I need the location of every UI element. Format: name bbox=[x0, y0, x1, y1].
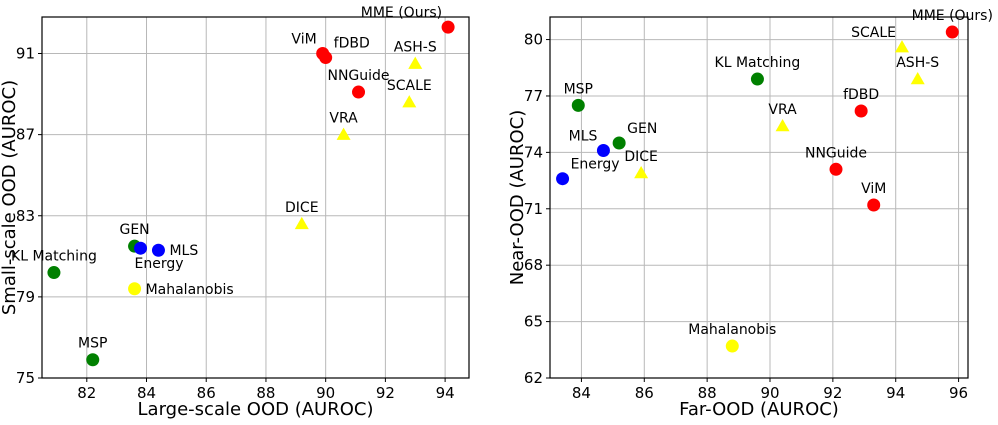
left-point-dice bbox=[294, 216, 309, 230]
right-point-scale bbox=[895, 40, 909, 53]
left-point-fdbd bbox=[319, 51, 333, 65]
right-y-tick-label: 65 bbox=[524, 313, 543, 331]
right-x-tick-label: 84 bbox=[572, 384, 591, 402]
right-point-label-fdbd: fDBD bbox=[843, 87, 879, 103]
left-point-mahalanobis bbox=[128, 282, 142, 296]
left-y-tick-label: 75 bbox=[16, 369, 35, 387]
right-point-label-dice: DICE bbox=[624, 149, 658, 165]
right-point-vim bbox=[867, 198, 881, 212]
left-y-tick-label: 91 bbox=[16, 45, 35, 63]
left-point-vra bbox=[336, 127, 351, 140]
right-y-tick-label: 71 bbox=[524, 200, 543, 218]
right-point-label-gen: GEN bbox=[627, 121, 657, 137]
right-plot-frame bbox=[549, 16, 969, 379]
left-point-label-msp: MSP bbox=[78, 336, 107, 352]
left-x-axis-label: Large-scale OOD (AUROC) bbox=[138, 399, 374, 420]
right-point-label-msp: MSP bbox=[564, 81, 593, 97]
left-x-tick-label: 86 bbox=[197, 384, 216, 402]
right-point-kl-matching bbox=[750, 72, 764, 86]
left-x-tick-label: 82 bbox=[77, 384, 96, 402]
right-x-tick-label: 86 bbox=[635, 384, 654, 402]
left-x-tick-label: 84 bbox=[137, 384, 156, 402]
left-y-axis-label: Small-scale OOD (AUROC) bbox=[0, 80, 20, 315]
right-point-energy bbox=[556, 172, 570, 186]
left-x-tick-label: 90 bbox=[316, 384, 335, 402]
left-x-tick-label: 92 bbox=[376, 384, 395, 402]
right-x-tick-label: 96 bbox=[949, 384, 968, 402]
right-point-mahalanobis bbox=[725, 339, 739, 353]
right-y-axis-label: Near-OOD (AUROC) bbox=[507, 110, 528, 286]
right-point-label-ash-s: ASH-S bbox=[896, 55, 939, 71]
right-point-nnguide bbox=[829, 162, 843, 176]
left-point-label-mls: MLS bbox=[169, 243, 198, 259]
left-point-mls bbox=[151, 243, 165, 257]
right-point-mls bbox=[596, 143, 610, 157]
left-y-tick-label: 83 bbox=[16, 207, 35, 225]
right-point-dice bbox=[634, 166, 649, 179]
right-y-tick-label: 80 bbox=[524, 31, 543, 49]
left-point-label-vim: ViM bbox=[291, 32, 316, 48]
right-point-mme-ours bbox=[945, 25, 959, 39]
left-point-label-ash-s: ASH-S bbox=[394, 40, 437, 56]
right-x-tick-label: 92 bbox=[823, 384, 842, 402]
left-point-nnguide bbox=[352, 85, 366, 99]
right-scatter-panel: 84 86 88 90 92 94 96 62 65 68 71 74 77 80 Far-OOD (AUR… bbox=[507, 8, 993, 420]
right-y-tick-label: 77 bbox=[524, 87, 543, 105]
right-y-tick-label: 62 bbox=[524, 369, 543, 387]
right-x-tick-label: 90 bbox=[760, 384, 779, 402]
left-point-label-scale: SCALE bbox=[387, 78, 432, 94]
right-point-ash-s bbox=[910, 72, 925, 85]
left-point-mme-ours bbox=[441, 20, 455, 34]
right-point-label-mme-ours: MME (Ours) bbox=[912, 8, 993, 24]
left-point-ash-s bbox=[408, 56, 423, 69]
right-y-tick-label: 68 bbox=[524, 256, 543, 274]
right-point-label-vra: VRA bbox=[768, 102, 797, 118]
left-y-tick-label: 79 bbox=[16, 288, 35, 306]
right-point-label-nnguide: NNGuide bbox=[805, 145, 867, 161]
left-point-label-mahalanobis: Mahalanobis bbox=[146, 282, 234, 298]
left-y-tick-label: 87 bbox=[16, 126, 35, 144]
right-point-fdbd bbox=[854, 104, 868, 118]
right-point-label-scale: SCALE bbox=[851, 25, 896, 41]
right-x-axis-label: Far-OOD (AUROC) bbox=[679, 399, 839, 420]
left-point-label-energy: Energy bbox=[135, 256, 184, 272]
right-point-label-energy: Energy bbox=[571, 157, 620, 173]
left-point-label-vra: VRA bbox=[329, 111, 358, 127]
right-point-label-mls: MLS bbox=[569, 128, 598, 144]
right-point-label-kl-matching: KL Matching bbox=[715, 55, 801, 71]
left-point-label-nnguide: NNGuide bbox=[327, 68, 389, 84]
right-point-vra bbox=[775, 119, 790, 132]
left-point-scale bbox=[402, 95, 417, 108]
left-point-msp bbox=[86, 353, 100, 367]
left-x-tick-label: 94 bbox=[436, 384, 455, 402]
right-x-tick-label: 94 bbox=[886, 384, 905, 402]
left-point-label-kl-matching: KL Matching bbox=[11, 249, 97, 265]
right-y-tick-label: 74 bbox=[524, 143, 543, 161]
left-plot-frame bbox=[41, 16, 470, 379]
left-scatter-panel: 82 84 86 88 90 92 94 75 79 83 87 91 Large-scale OOD … bbox=[0, 5, 470, 420]
left-point-label-gen: GEN bbox=[119, 222, 149, 238]
right-point-gen bbox=[612, 136, 626, 150]
right-point-label-mahalanobis: Mahalanobis bbox=[688, 322, 776, 338]
right-point-label-vim: ViM bbox=[861, 181, 886, 197]
left-x-tick-label: 88 bbox=[256, 384, 275, 402]
right-point-msp bbox=[571, 98, 585, 112]
left-point-label-mme-ours: MME (Ours) bbox=[361, 5, 442, 21]
left-point-energy bbox=[134, 241, 148, 255]
left-point-kl-matching bbox=[47, 266, 61, 280]
right-x-tick-label: 88 bbox=[698, 384, 717, 402]
left-point-label-fdbd: fDBD bbox=[334, 36, 370, 52]
left-point-label-dice: DICE bbox=[285, 200, 319, 216]
